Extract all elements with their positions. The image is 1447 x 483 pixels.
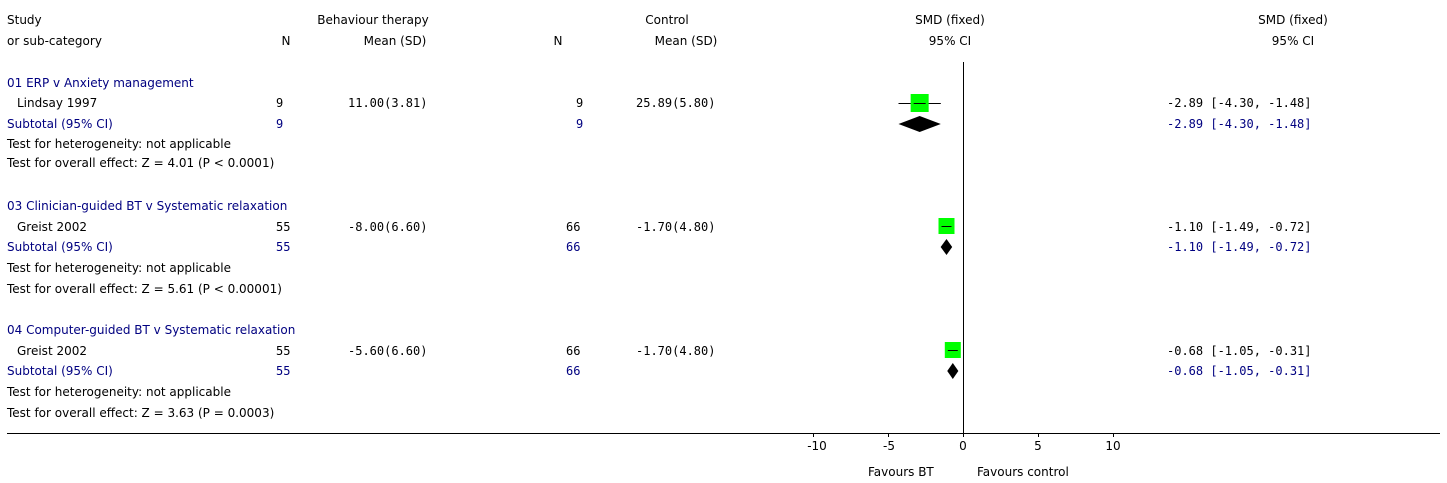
subtotal-result: -2.89 [-4.30, -1.48] [1167,117,1312,131]
group-title: 04 Computer-guided BT v Systematic relax… [7,323,296,337]
subtotal-diamond [940,239,953,255]
header-control-title: Control [645,13,689,27]
subtotal-control-n: 9 [576,117,584,131]
study-bt-n: 55 [276,344,291,358]
header-result-title: SMD (fixed) [1258,13,1328,27]
header-control-mean: Mean (SD) [654,34,718,48]
subtotal-bt-n: 9 [276,117,284,131]
subtotal-diamond [947,363,959,379]
subtotal-result: -1.10 [-1.49, -0.72] [1167,240,1312,254]
study-bt-n: 55 [276,220,291,234]
study-bt-mean: -5.60(6.60) [348,344,428,358]
study-control-mean: -1.70(4.80) [636,220,716,234]
tick-label: -5 [883,439,895,453]
group-title: 01 ERP v Anxiety management [7,76,194,90]
study-name: Lindsay 1997 [17,96,98,110]
subtotal-result: -0.68 [-1.05, -0.31] [1167,364,1312,378]
tick-label: 5 [1034,439,1042,453]
tick-label: 0 [959,439,967,453]
study-result: -2.89 [-4.30, -1.48] [1167,96,1312,110]
study-control-n: 9 [576,96,584,110]
header-control-n: N [553,34,563,48]
header-bt-mean: Mean (SD) [363,34,427,48]
group-title: 03 Clinician-guided BT v Systematic rela… [7,199,288,213]
study-name: Greist 2002 [17,344,87,358]
favours-bt-label: Favours BT [868,465,934,479]
study-control-n: 66 [566,220,581,234]
study-result: -0.68 [-1.05, -0.31] [1167,344,1312,358]
tick-label: 10 [1105,439,1121,453]
heterogeneity-test: Test for heterogeneity: not applicable [7,385,231,399]
heterogeneity-test: Test for heterogeneity: not applicable [7,137,231,151]
subtotal-diamond [898,116,941,132]
tick-label: -10 [807,439,827,453]
subtotal-label: Subtotal (95% CI) [7,240,113,254]
header-sub-category: or sub-category [7,34,102,48]
subtotal-label: Subtotal (95% CI) [7,117,113,131]
heterogeneity-test: Test for heterogeneity: not applicable [7,261,231,275]
study-control-n: 66 [566,344,581,358]
header-bt-n: N [281,34,291,48]
study-name: Greist 2002 [17,220,87,234]
overall-effect-test: Test for overall effect: Z = 3.63 (P = 0… [7,406,275,420]
header-result-ci: 95% CI [1271,34,1315,48]
header-plot-ci: 95% CI [928,34,972,48]
subtotal-bt-n: 55 [276,364,291,378]
study-result: -1.10 [-1.49, -0.72] [1167,220,1312,234]
study-control-mean: -1.70(4.80) [636,344,716,358]
header-bt-title: Behaviour therapy [317,13,429,27]
header-plot-title: SMD (fixed) [915,13,985,27]
subtotal-control-n: 66 [566,364,581,378]
subtotal-bt-n: 55 [276,240,291,254]
subtotal-label: Subtotal (95% CI) [7,364,113,378]
overall-effect-test: Test for overall effect: Z = 5.61 (P < 0… [7,282,282,296]
study-bt-mean: -8.00(6.60) [348,220,428,234]
favours-control-label: Favours control [977,465,1069,479]
study-control-mean: 25.89(5.80) [636,96,716,110]
study-bt-n: 9 [276,96,284,110]
study-bt-mean: 11.00(3.81) [348,96,428,110]
header-study: Study [7,13,42,27]
subtotal-control-n: 66 [566,240,581,254]
overall-effect-test: Test for overall effect: Z = 4.01 (P < 0… [7,156,275,170]
